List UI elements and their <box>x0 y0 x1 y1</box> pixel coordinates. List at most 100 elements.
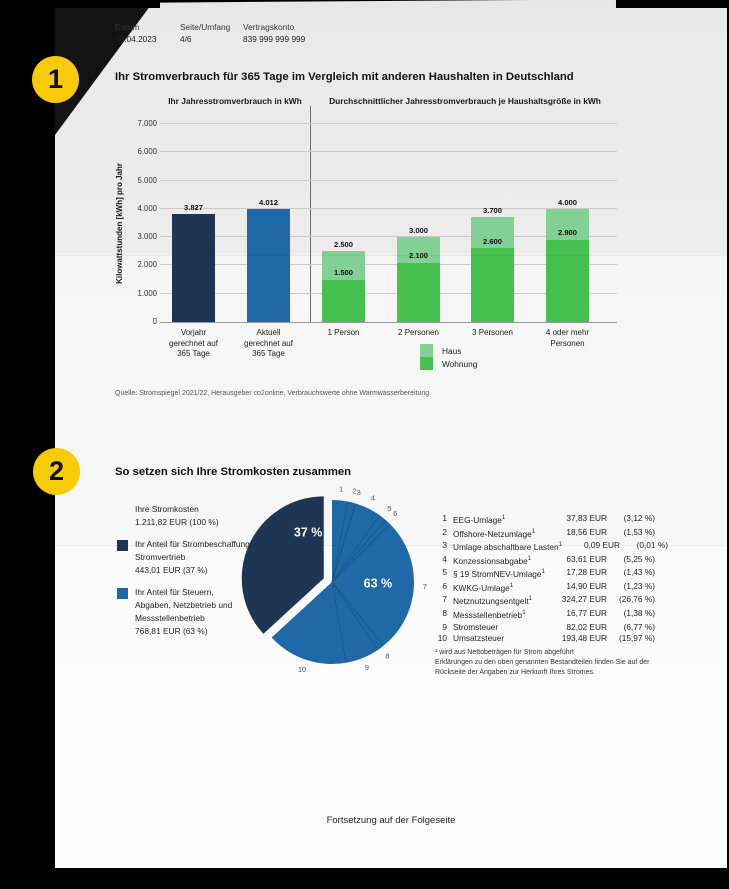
section2-badge: 2 <box>33 448 80 495</box>
pie-number-label-8: 8 <box>385 652 389 661</box>
legend-label-wohnung: Wohnung <box>442 358 478 369</box>
cost-item-pct: (15,97 %) <box>619 633 655 644</box>
legend-label-haus: Haus <box>442 345 462 356</box>
cost-item-amount: 17,28 EUR <box>566 567 607 578</box>
cost-segment1-label: Ihr Anteil für Strombeschaffung und Stro… <box>135 539 267 562</box>
pie-chart-svg: 1 2 3 4 56 7 8 9 10 63 % 37 % <box>241 484 427 674</box>
pie-pct-label-37: 37 % <box>294 525 323 539</box>
chart-legend: Haus Wohnung <box>420 344 477 370</box>
gridline <box>160 236 617 238</box>
legend-item-wohnung: Wohnung <box>420 357 477 370</box>
cost-item-pct: (1,23 %) <box>623 580 655 591</box>
segment2-swatch <box>117 588 128 599</box>
cost-segment2-value: 768,81 EUR (63 %) <box>135 626 208 636</box>
section1-badge: 1 <box>32 56 79 103</box>
right-panel-title: Durchschnittlicher Jahresstromverbrauch … <box>329 96 601 106</box>
cost-item-name: Umlage abschaltbare Lasten1 <box>453 541 562 552</box>
gridline <box>160 207 617 209</box>
left-panel-title: Ihr Jahresstromverbrauch in kWh <box>168 96 302 106</box>
cost-item-pct: (0,01 %) <box>636 540 668 551</box>
section1-title: Ihr Stromverbrauch für 365 Tage im Vergl… <box>115 71 574 83</box>
gridline <box>160 151 617 153</box>
cost-item-nr: 6 <box>442 580 447 591</box>
y-tick-label: 6.000 <box>137 147 157 157</box>
pie-slice-5 <box>332 515 386 582</box>
pie-number-label-4: 4 <box>371 493 375 502</box>
cost-item-amount: 18,56 EUR <box>566 526 607 537</box>
bar-wohnung-label: 1.500 <box>333 268 353 278</box>
bar-plot-area: 3.827 4.012 2.500 1.500 3.000 2.100 3.700 2.600… <box>160 123 617 323</box>
cost-item-amount: 14,90 EUR <box>566 580 607 591</box>
cost-item-nr: 4 <box>442 553 447 564</box>
bar-wohnung <box>546 239 589 322</box>
cost-total-entry: Ihre Stromkosten 1.211,82 EUR (100 %) <box>117 503 267 529</box>
y-tick-label: 7.000 <box>137 119 157 128</box>
x-axis-category: 4 oder mehr Personen <box>545 328 590 348</box>
seite-label: Seite/Umfang <box>180 22 231 32</box>
cost-item-pct: (1,43 %) <box>623 567 655 578</box>
cost-item-nr: 9 <box>442 621 447 632</box>
cost-item-nr: 1 <box>442 513 447 523</box>
cost-item-pct: (6,77 %) <box>623 621 655 632</box>
pie-number-label-6: 6 <box>393 509 397 518</box>
pie-number-label-10: 10 <box>298 665 306 674</box>
cost-item-row: 1 EEG-Umlage1 37,83 EUR (3,12 %) <box>433 513 655 527</box>
pie-slice-7 <box>332 524 414 646</box>
bar-value-label: 4.012 <box>258 197 278 207</box>
cost-item-amount: 324,27 EUR <box>561 594 607 605</box>
pie-slice-divider <box>331 515 380 583</box>
pie-slice-8 <box>332 582 384 650</box>
chart-source-note: Quelle: Stromspiegel 2021/22, Herausgebe… <box>115 390 430 397</box>
cost-item-pct: (26,76 %) <box>619 594 655 605</box>
datum-label: Datum <box>115 22 140 32</box>
cost-item-row: 9 Stromsteuer 82,02 EUR (6,77 %) <box>433 622 655 634</box>
cost-item-row: 4 Konzessionsabgabe1 63,61 EUR (5,25 %) <box>433 554 655 568</box>
pie-slice-divider <box>331 581 347 663</box>
seite-value: 4/6 <box>180 33 192 44</box>
y-tick-label: 3.000 <box>137 232 157 242</box>
bar-wohnung-label: 2.600 <box>482 236 502 246</box>
cost-item-row: 3 Umlage abschaltbare Lasten1 0,09 EUR (0,0… <box>433 540 668 554</box>
footnote-2: Erklärungen zu den oben genannten Bestan… <box>435 659 650 676</box>
pie-number-label-1: 1 <box>339 484 343 493</box>
x-axis-category: Vorjahr gerechnet auf 365 Tage <box>169 328 218 358</box>
gridline <box>160 123 617 124</box>
gridline <box>160 179 617 181</box>
bar-haus-label: 2.500 <box>333 240 353 250</box>
bar-value-label: 3.827 <box>183 202 203 212</box>
header-datum: Datum 04.04.2023 <box>115 22 157 45</box>
cost-item-row: 10 Umsatzsteuer 193,48 EUR (15,97 %) <box>433 633 655 645</box>
header-vertragskonto: Vertragskonto 839 999 999 999 <box>243 22 305 45</box>
cost-item-name: Offshore-Netzumlage1 <box>453 528 536 539</box>
cost-item-amount: 16,77 EUR <box>566 607 607 618</box>
cost-item-amount: 63,61 EUR <box>566 553 607 564</box>
cost-total-label: Ihre Stromkosten <box>135 504 199 514</box>
legend-swatch <box>420 344 433 357</box>
cost-item-nr: 10 <box>437 633 447 644</box>
legend-swatch <box>420 357 433 370</box>
y-tick-label: 4.000 <box>137 203 157 213</box>
cost-item-name: § 19 StromNEV-Umlage1 <box>453 569 545 580</box>
cost-segment1-entry: Ihr Anteil für Strombeschaffung und Stro… <box>117 538 267 577</box>
cost-item-amount: 193,48 EUR <box>561 633 607 644</box>
panel-divider-line <box>310 106 311 322</box>
document-page: Datum 04.04.2023 Seite/Umfang 4/6 Vertra… <box>55 8 727 868</box>
pie-slice-divider <box>331 581 378 650</box>
bar-wohnung <box>397 262 440 322</box>
band-seam-middle <box>55 545 727 546</box>
pie-slice-6 <box>332 519 391 582</box>
pie-number-label-3: 3 <box>357 488 361 497</box>
pie-slice-divider <box>331 503 356 583</box>
cost-item-amount: 82,02 EUR <box>566 621 607 632</box>
cost-item-pct: (5,25 %) <box>623 553 655 564</box>
pie-slice-divider <box>331 501 349 583</box>
y-tick-label: 0 <box>152 317 157 326</box>
section2-title: So setzen sich Ihre Stromkosten zusammen <box>115 466 352 478</box>
cost-item-name: Messstellenbetrieb1 <box>453 609 526 620</box>
cost-item-name: Stromsteuer <box>453 621 499 632</box>
pie-slice-divider <box>331 581 384 646</box>
cost-item-row: 6 KWKG-Umlage1 14,90 EUR (1,23 %) <box>433 581 655 595</box>
pie-chart: 1 2 3 4 5 6 7 8 9 10 63 % 37 % <box>217 467 447 697</box>
bar-wohnung <box>322 279 365 322</box>
cost-item-name: Konzessionsabgabe1 <box>453 555 532 566</box>
